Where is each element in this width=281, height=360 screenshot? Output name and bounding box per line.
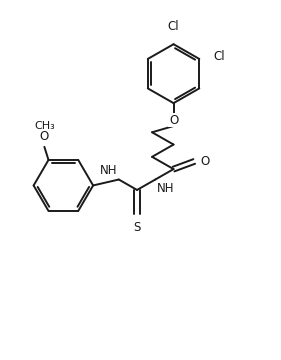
Text: NH: NH — [100, 165, 117, 177]
Text: Cl: Cl — [168, 20, 179, 33]
Text: O: O — [169, 113, 178, 126]
Text: Cl: Cl — [213, 50, 225, 63]
Text: O: O — [39, 130, 48, 143]
Text: CH₃: CH₃ — [34, 121, 55, 131]
Text: S: S — [133, 221, 141, 234]
Text: O: O — [200, 155, 210, 168]
Text: NH: NH — [157, 182, 174, 195]
